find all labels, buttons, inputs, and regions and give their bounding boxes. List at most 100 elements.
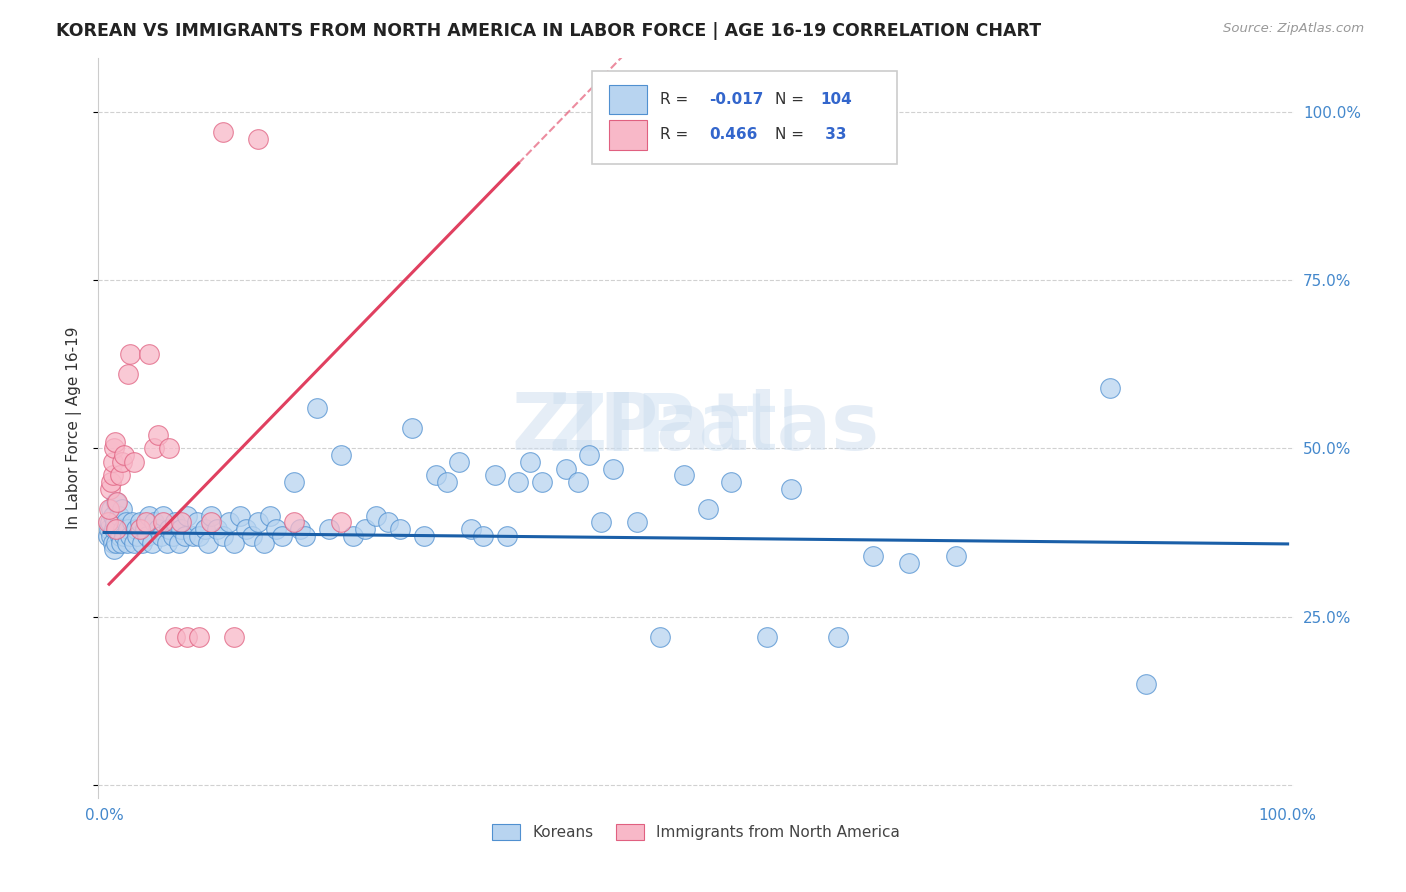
Point bbox=[167, 535, 190, 549]
Point bbox=[449, 455, 471, 469]
Point bbox=[103, 522, 125, 536]
Point bbox=[103, 442, 125, 456]
Point bbox=[138, 347, 160, 361]
Point bbox=[283, 516, 305, 530]
Point bbox=[120, 347, 142, 361]
Text: KOREAN VS IMMIGRANTS FROM NORTH AMERICA IN LABOR FORCE | AGE 16-19 CORRELATION C: KOREAN VS IMMIGRANTS FROM NORTH AMERICA … bbox=[56, 22, 1042, 40]
Text: N =: N = bbox=[775, 92, 808, 107]
Point bbox=[98, 502, 121, 516]
Point bbox=[101, 455, 124, 469]
FancyBboxPatch shape bbox=[609, 85, 647, 114]
Point bbox=[342, 529, 364, 543]
Point bbox=[152, 508, 174, 523]
Point bbox=[247, 132, 270, 146]
Point bbox=[495, 529, 517, 543]
Point bbox=[134, 522, 156, 536]
Point bbox=[194, 522, 217, 536]
Point bbox=[366, 508, 388, 523]
Point bbox=[127, 529, 149, 543]
Point bbox=[200, 516, 222, 530]
Point bbox=[156, 535, 179, 549]
Point bbox=[1099, 381, 1122, 395]
Point bbox=[136, 529, 159, 543]
Point bbox=[105, 495, 128, 509]
Point bbox=[111, 502, 134, 516]
Point bbox=[128, 522, 150, 536]
Point bbox=[101, 468, 124, 483]
Point bbox=[117, 522, 139, 536]
Point bbox=[112, 522, 135, 536]
Point bbox=[425, 468, 447, 483]
Point bbox=[128, 516, 150, 530]
Point bbox=[135, 516, 157, 530]
Point bbox=[97, 529, 120, 543]
Point bbox=[531, 475, 554, 489]
Point bbox=[101, 535, 124, 549]
Point bbox=[176, 508, 198, 523]
Point bbox=[165, 630, 187, 644]
Point bbox=[264, 522, 287, 536]
Text: 104: 104 bbox=[820, 92, 852, 107]
Point bbox=[105, 535, 128, 549]
Point bbox=[104, 434, 127, 449]
Text: 0.466: 0.466 bbox=[709, 128, 758, 143]
Point bbox=[650, 630, 672, 644]
Point bbox=[122, 455, 145, 469]
Point bbox=[188, 630, 211, 644]
Point bbox=[100, 475, 122, 489]
Point bbox=[143, 442, 166, 456]
Point bbox=[253, 535, 276, 549]
Point bbox=[200, 508, 222, 523]
Point bbox=[673, 468, 696, 483]
Point bbox=[307, 401, 329, 415]
Point bbox=[173, 529, 195, 543]
Point bbox=[205, 522, 228, 536]
Point bbox=[224, 630, 246, 644]
Point bbox=[108, 529, 131, 543]
Point bbox=[105, 522, 128, 536]
Point bbox=[131, 535, 153, 549]
Text: -0.017: -0.017 bbox=[709, 92, 763, 107]
Point bbox=[460, 522, 482, 536]
Point bbox=[101, 508, 124, 523]
Point bbox=[591, 516, 613, 530]
Point bbox=[755, 630, 778, 644]
Point bbox=[229, 508, 252, 523]
Point bbox=[283, 475, 305, 489]
Point bbox=[181, 529, 204, 543]
Point bbox=[114, 529, 136, 543]
Point bbox=[1135, 677, 1157, 691]
Point bbox=[519, 455, 541, 469]
Point bbox=[211, 529, 233, 543]
Point bbox=[472, 529, 495, 543]
Point bbox=[554, 461, 576, 475]
Point bbox=[188, 529, 211, 543]
Point bbox=[98, 516, 121, 530]
Point bbox=[862, 549, 884, 563]
Y-axis label: In Labor Force | Age 16-19: In Labor Force | Age 16-19 bbox=[66, 326, 83, 530]
Point bbox=[98, 482, 121, 496]
Point bbox=[170, 522, 193, 536]
Point bbox=[120, 529, 142, 543]
Point bbox=[162, 529, 184, 543]
Point bbox=[626, 516, 648, 530]
Point bbox=[143, 516, 166, 530]
Point bbox=[152, 516, 174, 530]
Text: N =: N = bbox=[775, 128, 808, 143]
Point bbox=[224, 535, 246, 549]
Point bbox=[117, 368, 139, 382]
Text: ZIPatlas: ZIPatlas bbox=[537, 389, 855, 467]
Point bbox=[100, 502, 122, 516]
Point bbox=[897, 556, 920, 570]
Point bbox=[401, 421, 423, 435]
Point bbox=[412, 529, 434, 543]
Point bbox=[247, 516, 270, 530]
Point bbox=[602, 461, 624, 475]
Point bbox=[176, 630, 198, 644]
Point bbox=[100, 529, 122, 543]
Point bbox=[104, 516, 127, 530]
Point bbox=[125, 522, 148, 536]
Point bbox=[353, 522, 375, 536]
Point bbox=[696, 502, 718, 516]
Point bbox=[377, 516, 399, 530]
